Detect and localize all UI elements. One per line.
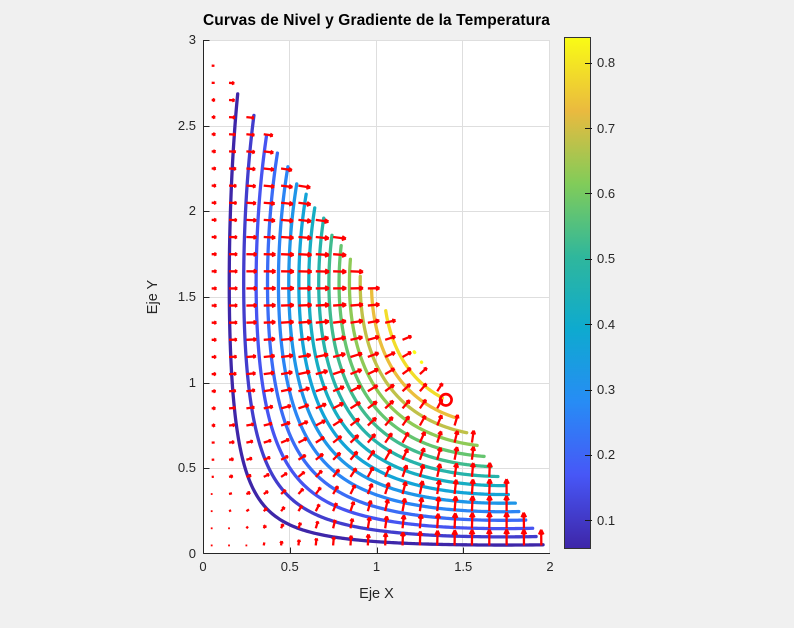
y-tick-label: 2.5 — [177, 117, 196, 133]
colorbar-tick-label: 0.8 — [597, 55, 616, 71]
colorbar-tick-label: 0.7 — [597, 120, 616, 136]
colorbar-tick-mark — [585, 520, 592, 522]
y-tick-label: 1.5 — [177, 289, 196, 304]
colorbar-tick-label: 0.4 — [597, 316, 616, 332]
x-tick-label: 0 — [199, 559, 207, 574]
colorbar-tick-mark — [585, 389, 592, 391]
colorbar-tick-label: 0.2 — [597, 447, 616, 463]
y-tick-label: 2 — [188, 203, 196, 219]
x-tick-label: 1.5 — [454, 559, 473, 574]
colorbar-tick-label: 0.6 — [597, 185, 616, 201]
x-tick-label: 1 — [372, 559, 381, 574]
colorbar-tick-mark — [585, 324, 592, 326]
colorbar-tick-mark — [585, 258, 592, 260]
colorbar-tick-label: 0.3 — [597, 382, 616, 398]
plot-title: Curvas de Nivel y Gradiente de la Temper… — [202, 12, 551, 29]
y-tick-label: 0.5 — [177, 460, 196, 476]
colorbar-tick-label: 0.1 — [597, 512, 616, 528]
x-tick-label: 0.5 — [280, 559, 299, 574]
y-tick-label: 0 — [188, 546, 196, 561]
colorbar-tick-mark — [585, 193, 592, 195]
colorbar-tick-mark — [585, 128, 592, 130]
x-axis-label: Eje X — [359, 586, 394, 602]
y-tick-label: 1 — [188, 374, 196, 390]
contour-quiver-plot-canvas — [203, 40, 550, 554]
colorbar-tick-label: 0.5 — [597, 251, 616, 267]
colorbar-tick-mark — [585, 62, 592, 64]
x-tick-label: 2 — [546, 559, 554, 574]
colorbar — [564, 37, 591, 549]
colorbar-tick-mark — [585, 454, 592, 456]
y-tick-label: 3 — [188, 32, 196, 47]
